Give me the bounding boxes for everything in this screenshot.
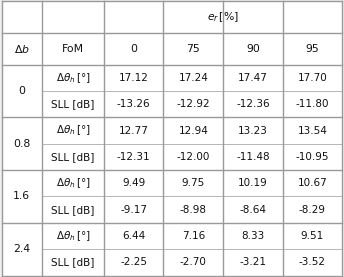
Text: 90: 90 [246, 44, 260, 54]
Text: -8.29: -8.29 [299, 205, 326, 215]
Text: -12.00: -12.00 [176, 152, 210, 162]
Text: SLL [dB]: SLL [dB] [51, 99, 95, 109]
Text: -3.52: -3.52 [299, 257, 326, 267]
Text: FoM: FoM [62, 44, 84, 54]
Text: 9.51: 9.51 [301, 231, 324, 241]
Text: 75: 75 [186, 44, 200, 54]
Text: -12.92: -12.92 [176, 99, 210, 109]
Text: 17.70: 17.70 [298, 73, 327, 83]
Text: $\Delta\theta_h\,[°]$: $\Delta\theta_h\,[°]$ [56, 176, 90, 190]
Text: 17.47: 17.47 [238, 73, 268, 83]
Text: -2.25: -2.25 [120, 257, 147, 267]
Text: 0.8: 0.8 [13, 139, 30, 149]
Text: 1.6: 1.6 [13, 191, 30, 201]
Text: -9.17: -9.17 [120, 205, 147, 215]
Text: -8.64: -8.64 [239, 205, 266, 215]
Text: $\Delta\theta_h\,[°]$: $\Delta\theta_h\,[°]$ [56, 124, 90, 137]
Text: -8.98: -8.98 [180, 205, 207, 215]
Text: -11.80: -11.80 [296, 99, 329, 109]
Text: $\Delta\theta_h\,[°]$: $\Delta\theta_h\,[°]$ [56, 71, 90, 85]
Text: $e_r\,[\%]$: $e_r\,[\%]$ [207, 10, 239, 24]
Text: 6.44: 6.44 [122, 231, 145, 241]
Text: 2.4: 2.4 [13, 244, 30, 254]
Text: $\Delta b$: $\Delta b$ [14, 43, 30, 55]
Text: -12.31: -12.31 [117, 152, 150, 162]
Text: -12.36: -12.36 [236, 99, 270, 109]
Text: 9.49: 9.49 [122, 178, 145, 188]
Text: $\Delta\theta_h\,[°]$: $\Delta\theta_h\,[°]$ [56, 229, 90, 243]
Text: 7.16: 7.16 [182, 231, 205, 241]
Text: 12.94: 12.94 [178, 125, 208, 135]
Text: -2.70: -2.70 [180, 257, 207, 267]
Text: 10.67: 10.67 [298, 178, 327, 188]
Text: 9.75: 9.75 [182, 178, 205, 188]
Text: SLL [dB]: SLL [dB] [51, 205, 95, 215]
Text: 0: 0 [18, 86, 25, 96]
Text: -11.48: -11.48 [236, 152, 270, 162]
Text: 13.23: 13.23 [238, 125, 268, 135]
Text: 17.24: 17.24 [178, 73, 208, 83]
Text: 10.19: 10.19 [238, 178, 268, 188]
Text: 13.54: 13.54 [298, 125, 327, 135]
Text: 8.33: 8.33 [241, 231, 265, 241]
Text: -3.21: -3.21 [239, 257, 266, 267]
Text: 95: 95 [305, 44, 319, 54]
Text: SLL [dB]: SLL [dB] [51, 257, 95, 267]
Text: -10.95: -10.95 [296, 152, 329, 162]
Text: -13.26: -13.26 [117, 99, 150, 109]
Text: 17.12: 17.12 [119, 73, 149, 83]
Text: 12.77: 12.77 [119, 125, 149, 135]
Text: 0: 0 [130, 44, 137, 54]
Text: SLL [dB]: SLL [dB] [51, 152, 95, 162]
